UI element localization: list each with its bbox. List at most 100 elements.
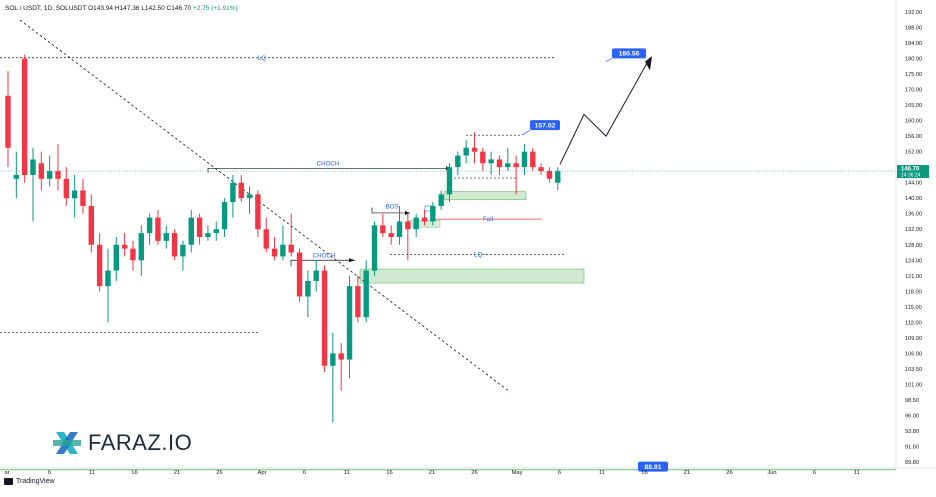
ohlc-high: H147.36 <box>114 5 140 12</box>
time-tick-label: 6 <box>558 470 561 476</box>
candle-body <box>421 217 428 222</box>
candle-body <box>263 229 269 249</box>
candle-body <box>171 233 178 257</box>
price-tick-label: 93.80 <box>905 429 919 435</box>
candle-body <box>196 217 203 237</box>
candle-body <box>230 182 236 203</box>
lq-mid-label: LQ - <box>474 251 486 258</box>
price-tick-label: 170.00 <box>905 88 922 94</box>
candle-body <box>280 244 286 257</box>
demand-zone-lower <box>359 268 585 284</box>
candle-body <box>146 217 153 234</box>
candle-body <box>305 280 311 297</box>
candle-body <box>96 244 103 287</box>
ohlc-change: +2.75 (+1.91%) <box>192 5 238 12</box>
candle-body <box>30 159 36 175</box>
price-tick-label: 109.00 <box>905 336 922 342</box>
price-axis: 192.00 188.00 184.00 180.00 175.00 170.00 165.… <box>897 10 929 466</box>
candle-body <box>346 286 353 360</box>
time-tick-label: 11 <box>89 470 95 476</box>
candle-body <box>55 171 61 179</box>
demand-zone-upper <box>443 191 527 201</box>
target-157-pointer <box>521 129 531 136</box>
time-tick-label: ar <box>4 470 9 476</box>
candle-body <box>471 147 478 152</box>
candle-body <box>238 182 244 199</box>
target-180-badge: 180.56 <box>619 51 640 58</box>
price-tick-label: 118.00 <box>905 289 922 295</box>
price-tick-label: 156.00 <box>905 134 922 140</box>
time-tick-label: 6 <box>48 470 51 476</box>
candle-body <box>480 151 486 164</box>
price-tick-label: 165.00 <box>905 103 922 109</box>
time-tick-label: 26 <box>216 470 222 476</box>
time-tick-label: Jun <box>767 470 776 476</box>
price-tick-label: 136.00 <box>905 212 922 218</box>
price-tick-label: 192.00 <box>905 10 922 16</box>
time-tick-label: 11 <box>599 470 605 476</box>
target-157-badge-bg <box>530 120 560 131</box>
time-tick-label: 26 <box>726 470 732 476</box>
time-tick-label: 6 <box>303 470 306 476</box>
tradingview-icon <box>4 478 13 485</box>
price-tick-label: 98.50 <box>905 398 919 404</box>
target-180-badge-bg <box>612 48 646 59</box>
time-tick-label: 26 <box>471 470 477 476</box>
candle-body <box>288 244 294 253</box>
price-tick-label: 96.00 <box>905 413 919 419</box>
candle-body <box>380 225 386 234</box>
time-tick-label: 21 <box>429 470 435 476</box>
tradingview-label: TradingView <box>16 478 55 485</box>
bos-label: BOS <box>385 203 398 210</box>
time-tick-label: 16 <box>386 470 392 476</box>
time-tick-label: 16 <box>131 470 137 476</box>
candle-body <box>313 270 319 281</box>
annotation-labels: LQ LQ - CHOCH CHOCH BOS Fail 157.02 180.56 88.91 <box>258 48 668 472</box>
bos-line <box>371 207 410 214</box>
time-tick-label: Apr <box>257 470 266 476</box>
time-tick-label: 11 <box>344 470 350 476</box>
candle-body <box>271 248 278 257</box>
candle-body <box>530 151 536 168</box>
candle-body <box>488 159 494 164</box>
current-price-badge <box>897 165 929 179</box>
price-tick-label: 101.00 <box>905 382 922 388</box>
bottom-line-badge: 88.91 <box>644 464 661 471</box>
ohlc-low: L142.50 <box>141 5 165 12</box>
candle-body <box>388 233 394 237</box>
candle-body <box>513 163 519 168</box>
time-tick-label: May <box>512 470 523 476</box>
candle-body <box>455 155 461 168</box>
time-tick-label: 11 <box>854 470 860 476</box>
candle-body <box>155 217 161 241</box>
price-tick-label: 112.00 <box>905 320 922 326</box>
bottom-line-badge-bg <box>638 461 668 472</box>
time-tick-label: 16 <box>641 470 647 476</box>
symbol-header: SOL / USDT, 1D, SOLUSDT O143.94 H147.36 … <box>5 5 238 12</box>
price-tick-label: 106.00 <box>905 351 922 357</box>
fail-label: Fail <box>483 216 493 223</box>
price-tick-label: 140.00 <box>905 196 922 202</box>
time-tick-label: 21 <box>684 470 690 476</box>
candle-body <box>538 167 544 172</box>
candle-body <box>396 221 403 237</box>
choch-label-2: CHOCH <box>313 252 336 259</box>
candle-body <box>130 248 136 261</box>
price-tick-label: 180.00 <box>905 57 922 63</box>
target-157-badge: 157.02 <box>535 122 556 129</box>
price-tick-label: 132.00 <box>905 227 922 233</box>
candle-body <box>296 252 303 297</box>
candle-body <box>63 178 70 199</box>
candle-body <box>163 233 169 241</box>
candle-body <box>363 270 369 318</box>
candle-body <box>355 286 361 318</box>
bos-arrow <box>405 210 410 215</box>
tradingview-attribution[interactable]: TradingView <box>4 478 55 485</box>
candle-body <box>463 147 469 156</box>
price-tick-label: 184.00 <box>905 41 922 47</box>
current-price-countdown: 14:36:24 <box>901 173 921 179</box>
candle-body <box>505 163 511 168</box>
candle-body <box>405 221 411 230</box>
